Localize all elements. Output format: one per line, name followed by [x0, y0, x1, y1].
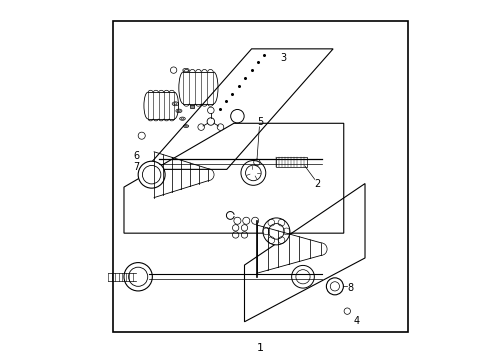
- Circle shape: [207, 107, 214, 114]
- Text: 5: 5: [257, 117, 263, 126]
- Text: 3: 3: [280, 53, 286, 63]
- Circle shape: [291, 265, 314, 288]
- Text: 8: 8: [347, 283, 353, 293]
- Circle shape: [124, 262, 152, 291]
- Text: 6: 6: [133, 151, 139, 161]
- Text: 2: 2: [313, 179, 320, 189]
- Text: 1: 1: [256, 343, 264, 354]
- Text: 4: 4: [352, 316, 359, 326]
- Circle shape: [198, 124, 204, 130]
- Circle shape: [217, 124, 224, 130]
- Bar: [190, 104, 193, 108]
- Circle shape: [207, 118, 214, 125]
- Bar: [276, 157, 306, 167]
- Circle shape: [263, 218, 289, 245]
- Bar: [113, 21, 407, 332]
- Text: 7: 7: [133, 162, 139, 172]
- Circle shape: [138, 161, 165, 188]
